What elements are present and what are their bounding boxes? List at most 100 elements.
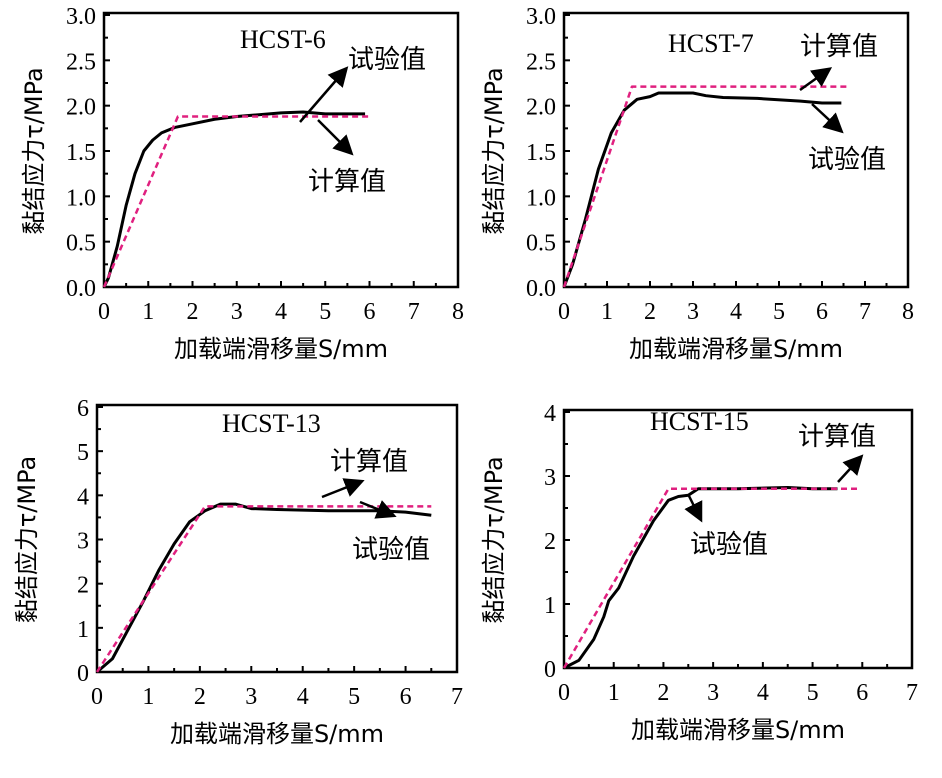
y-tick-label: 2.5: [66, 49, 96, 75]
y-tick-label: 3.0: [526, 4, 556, 30]
annotation-label: 计算值: [330, 447, 408, 477]
subplot-title: HCST-15: [650, 407, 749, 436]
x-tick-label: 0: [91, 684, 103, 710]
x-tick-label: 0: [98, 299, 110, 325]
x-tick-label: 7: [859, 299, 871, 325]
annotation-label: 试验值: [352, 535, 430, 565]
x-tick-label: 4: [730, 299, 742, 325]
y-tick-label: 1: [77, 617, 89, 643]
x-axis-label: 加载端滑移量S/mm: [170, 720, 384, 748]
x-tick-label: 0: [558, 299, 570, 325]
y-tick-label: 2.5: [526, 49, 556, 75]
annotation-arrow: [317, 119, 354, 156]
annotation-arrow: [321, 478, 365, 499]
y-tick-label: 0.5: [526, 231, 556, 257]
x-tick-label: 3: [245, 684, 257, 710]
experimental-series-line: [96, 502, 432, 674]
y-axis-label: 黏结应力τ/MPa: [13, 456, 41, 623]
y-axis-label: 黏结应力τ/MPa: [480, 456, 508, 623]
experimental-series-line: [562, 91, 842, 288]
x-tick-label: 4: [757, 680, 769, 706]
y-tick-label: 1.5: [526, 140, 556, 166]
y-tick-label: 3: [77, 529, 89, 555]
x-tick-label: 4: [275, 299, 287, 325]
x-tick-label: 2: [194, 684, 206, 710]
x-tick-label: 1: [142, 299, 154, 325]
annotation-label: 计算值: [308, 167, 386, 197]
x-tick-label: 5: [348, 684, 360, 710]
y-tick-label: 2: [77, 573, 89, 599]
y-tick-label: 1.0: [526, 185, 556, 211]
y-tick-label: 2.0: [66, 95, 96, 121]
annotation-arrow: [811, 103, 844, 134]
x-tick-label: 3: [707, 680, 719, 706]
subplot-2: 0.0 0.5 1.0 1.5 2.0 2.5 3.0 0 1 2 3 4 5 6 7 8 加载端滑移量S/mm…: [480, 4, 914, 363]
y-axis-label: 黏结应力τ/MPa: [480, 67, 508, 234]
y-tick-label: 0.0: [66, 276, 96, 302]
annotation-arrow: [837, 454, 864, 483]
y-tick-label: 3: [544, 465, 556, 491]
y-tick-label: 0: [544, 657, 556, 683]
x-tick-label: 2: [187, 299, 199, 325]
y-tick-label: 1.5: [66, 140, 96, 166]
calculated-series-line: [562, 85, 848, 288]
y-tick-label: 5: [77, 440, 89, 466]
x-tick-label: 3: [231, 299, 243, 325]
annotation-label: 试验值: [348, 45, 426, 75]
y-tick-label: 0.5: [66, 231, 96, 257]
x-tick-label: 6: [364, 299, 376, 325]
y-tick-label: 4: [544, 401, 556, 427]
x-tick-label: 2: [657, 680, 669, 706]
y-tick-label: 2: [544, 529, 556, 555]
x-tick-label: 1: [608, 680, 620, 706]
x-tick-label: 6: [816, 299, 828, 325]
y-tick-label: 1: [544, 593, 556, 619]
x-tick-label: 7: [451, 684, 463, 710]
calculated-series-line: [95, 505, 432, 673]
x-tick-label: 1: [142, 684, 154, 710]
y-tick-label: 0: [77, 661, 89, 687]
y-tick-label: 3.0: [66, 4, 96, 30]
x-tick-label: 2: [644, 299, 656, 325]
subplot-3: 0 1 2 3 4 5 6 0 1 2 3 4 5 6 7 加载端滑移量S/mm 黏结应力τ/MPa HCST-1…: [13, 396, 463, 748]
experimental-series-line: [563, 486, 838, 670]
x-tick-label: 5: [319, 299, 331, 325]
annotation-arrow: [684, 493, 703, 523]
annotation-label: 计算值: [800, 32, 878, 62]
x-tick-label: 0: [558, 680, 570, 706]
y-axis-label: 黏结应力τ/MPa: [20, 67, 48, 234]
y-tick-label: 1.0: [66, 185, 96, 211]
calculated-series-line: [562, 487, 858, 669]
annotation-arrow: [299, 66, 349, 123]
x-tick-label: 8: [452, 299, 464, 325]
x-axis-label: 加载端滑移量S/mm: [631, 716, 845, 744]
annotation-label: 试验值: [808, 145, 886, 175]
y-tick-label: 2.0: [526, 95, 556, 121]
x-tick-label: 4: [297, 684, 309, 710]
x-tick-label: 1: [601, 299, 613, 325]
x-tick-label: 5: [807, 680, 819, 706]
x-tick-label: 3: [687, 299, 699, 325]
y-tick-label: 0.0: [526, 276, 556, 302]
x-axis-label: 加载端滑移量S/mm: [629, 335, 843, 363]
subplot-4: 0 1 2 3 4 0 1 2 3 4 5 6 7 加载端滑移量S/mm 黏结应力τ/MPa HCST-15 计…: [480, 401, 918, 744]
y-tick-label: 4: [77, 484, 89, 510]
annotation-arrow: [799, 67, 833, 92]
subplot-title: HCST-7: [668, 29, 754, 58]
x-tick-label: 5: [773, 299, 785, 325]
subplot-title: HCST-6: [240, 25, 326, 54]
annotation-arrow: [359, 500, 397, 519]
subplot-title: HCST-13: [222, 409, 321, 438]
x-tick-label: 6: [400, 684, 412, 710]
x-tick-label: 7: [408, 299, 420, 325]
x-axis-label: 加载端滑移量S/mm: [174, 335, 388, 363]
y-tick-label: 6: [77, 396, 89, 422]
x-tick-label: 6: [856, 680, 868, 706]
x-tick-label: 8: [902, 299, 914, 325]
x-tick-label: 7: [906, 680, 918, 706]
annotation-label: 计算值: [798, 422, 876, 452]
calculated-series-line: [102, 115, 372, 288]
subplot-1: 0.0 0.5 1.0 1.5 2.0 2.5 3.0 0 1 2 3 4 5 6 7 8 加载端滑移量S/mm…: [20, 4, 464, 363]
annotation-label: 试验值: [690, 530, 768, 560]
